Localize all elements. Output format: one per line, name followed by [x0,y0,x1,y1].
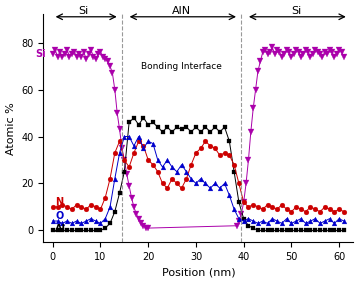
Text: Si: Si [291,6,301,16]
Text: N: N [55,197,63,207]
Text: Si: Si [79,6,89,16]
Text: AlN: AlN [172,6,191,16]
Text: Al: Al [55,224,66,234]
Text: Si: Si [35,49,46,59]
X-axis label: Position (nm): Position (nm) [162,267,235,277]
Text: Bonding Interface: Bonding Interface [141,62,222,70]
Text: O: O [55,211,64,221]
Y-axis label: Atomic %: Atomic % [5,102,15,155]
